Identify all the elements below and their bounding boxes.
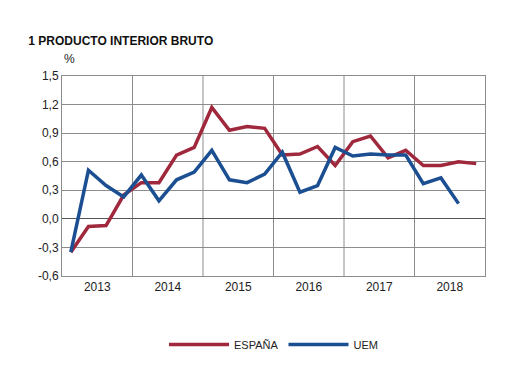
svg-text:2016: 2016 xyxy=(295,280,322,294)
svg-text:2013: 2013 xyxy=(84,280,111,294)
svg-text:2017: 2017 xyxy=(366,280,393,294)
svg-text:0,6: 0,6 xyxy=(42,155,59,169)
svg-text:-0,6: -0,6 xyxy=(38,269,59,283)
svg-text:%: % xyxy=(64,52,75,66)
svg-text:2015: 2015 xyxy=(225,280,252,294)
svg-text:1,5: 1,5 xyxy=(42,69,59,83)
svg-text:-0,3: -0,3 xyxy=(38,241,59,255)
svg-text:ESPAÑA: ESPAÑA xyxy=(234,339,278,351)
svg-text:0,9: 0,9 xyxy=(42,126,59,140)
svg-text:0,3: 0,3 xyxy=(42,183,59,197)
svg-text:2014: 2014 xyxy=(154,280,181,294)
svg-text:UEM: UEM xyxy=(353,339,377,351)
svg-text:1 PRODUCTO INTERIOR BRUTO: 1 PRODUCTO INTERIOR BRUTO xyxy=(28,34,213,48)
svg-text:2018: 2018 xyxy=(436,280,463,294)
svg-text:0,0: 0,0 xyxy=(42,212,59,226)
svg-text:1,2: 1,2 xyxy=(42,98,59,112)
